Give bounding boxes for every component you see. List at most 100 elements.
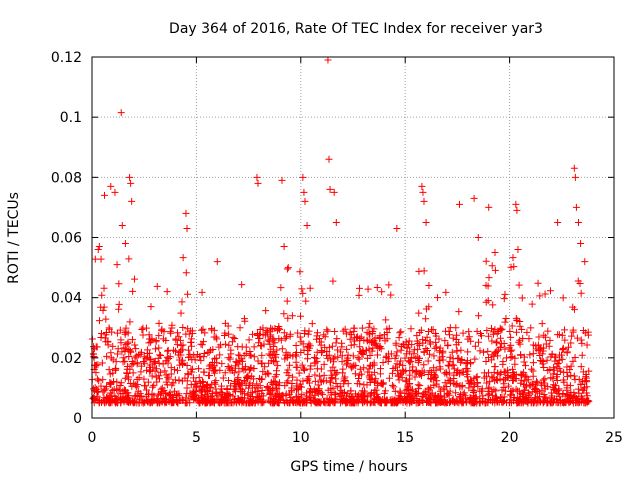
data-point xyxy=(430,396,438,404)
data-point xyxy=(471,342,479,350)
data-point xyxy=(402,367,410,375)
data-point xyxy=(537,379,545,387)
data-point xyxy=(431,372,439,380)
data-point xyxy=(366,320,374,328)
data-point xyxy=(475,399,483,407)
data-point xyxy=(183,361,191,369)
data-point xyxy=(530,398,538,406)
data-point xyxy=(217,382,225,390)
data-point xyxy=(569,357,577,365)
data-point xyxy=(153,282,161,290)
data-point xyxy=(366,399,374,407)
data-point xyxy=(569,303,577,311)
data-point xyxy=(146,399,154,407)
data-point xyxy=(305,373,313,381)
data-point xyxy=(504,369,512,377)
data-point xyxy=(157,397,165,405)
data-point xyxy=(163,347,171,355)
data-point xyxy=(553,377,561,385)
data-point xyxy=(336,399,344,407)
data-point xyxy=(409,363,417,371)
data-point xyxy=(430,352,438,360)
data-point xyxy=(554,359,562,367)
data-point xyxy=(229,333,237,341)
data-point xyxy=(396,329,404,337)
data-point xyxy=(373,393,381,401)
data-point xyxy=(520,377,528,385)
data-point xyxy=(249,330,257,338)
data-point xyxy=(106,380,114,388)
data-point xyxy=(167,329,175,337)
data-point xyxy=(483,327,491,335)
data-point xyxy=(93,375,101,383)
data-point xyxy=(529,372,537,380)
data-point xyxy=(575,375,583,383)
data-point xyxy=(323,326,331,334)
data-point xyxy=(91,384,99,392)
data-point xyxy=(365,365,373,373)
data-point xyxy=(248,389,256,397)
data-point xyxy=(375,397,383,405)
data-point xyxy=(145,331,153,339)
data-point xyxy=(304,343,312,351)
data-point xyxy=(390,396,398,404)
data-point xyxy=(174,351,182,359)
data-point xyxy=(236,324,244,332)
data-point xyxy=(137,368,145,376)
data-point xyxy=(299,289,307,297)
data-point xyxy=(227,346,235,354)
data-point xyxy=(266,340,274,348)
data-point xyxy=(582,373,590,381)
data-point xyxy=(157,368,165,376)
data-point xyxy=(177,309,185,317)
data-point xyxy=(521,362,529,370)
data-point xyxy=(567,362,575,370)
data-point xyxy=(382,316,390,324)
data-point xyxy=(574,396,582,404)
data-point xyxy=(397,357,405,365)
data-point xyxy=(304,330,312,338)
data-point xyxy=(102,315,110,323)
data-point xyxy=(407,387,415,395)
data-point xyxy=(106,378,114,386)
data-point xyxy=(210,367,218,375)
data-point xyxy=(383,335,391,343)
data-point xyxy=(103,393,111,401)
data-point xyxy=(498,340,506,348)
data-point xyxy=(123,369,131,377)
data-point xyxy=(311,391,319,399)
data-point xyxy=(485,390,493,398)
data-point xyxy=(393,224,401,232)
data-point xyxy=(163,288,171,296)
data-point xyxy=(128,382,136,390)
data-point xyxy=(251,397,259,405)
data-point xyxy=(176,361,184,369)
data-point xyxy=(489,374,497,382)
data-point xyxy=(201,395,209,403)
data-point xyxy=(327,374,335,382)
data-point xyxy=(321,333,329,341)
data-point xyxy=(507,341,515,349)
data-point xyxy=(577,240,585,248)
data-point xyxy=(369,344,377,352)
data-point xyxy=(285,371,293,379)
y-axis-label: ROTI / TECUs xyxy=(6,192,22,284)
data-point xyxy=(491,393,499,401)
data-point xyxy=(293,376,301,384)
data-point xyxy=(171,376,179,384)
data-point xyxy=(298,399,306,407)
data-point xyxy=(569,326,577,334)
data-point xyxy=(150,381,158,389)
data-point xyxy=(117,336,125,344)
data-point xyxy=(143,396,151,404)
data-point xyxy=(332,379,340,387)
data-point xyxy=(152,345,160,353)
data-point xyxy=(116,381,124,389)
data-point xyxy=(417,370,425,378)
data-point xyxy=(210,326,218,334)
data-point xyxy=(457,346,465,354)
data-point xyxy=(129,287,137,295)
data-point xyxy=(266,333,274,341)
data-point xyxy=(187,338,195,346)
y-tick-label: 0.04 xyxy=(51,291,82,307)
